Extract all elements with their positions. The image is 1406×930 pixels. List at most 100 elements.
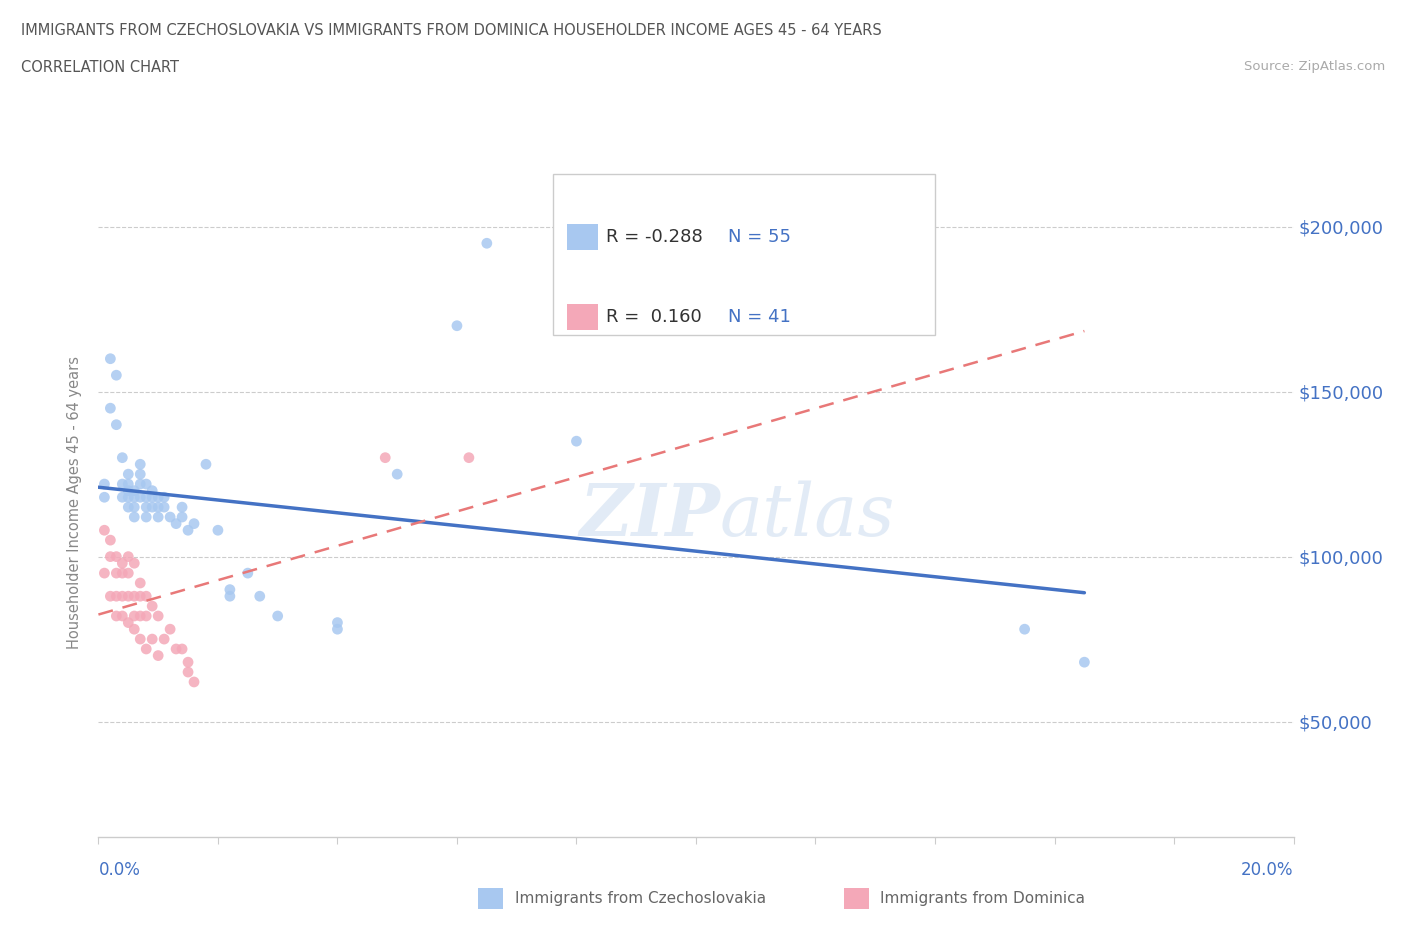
Text: ZIP: ZIP	[579, 480, 720, 551]
Point	[148, 490, 170, 505]
Point	[219, 589, 242, 604]
Point	[135, 499, 157, 514]
Point	[565, 433, 588, 448]
Point	[124, 589, 146, 604]
Point	[183, 674, 205, 689]
Point	[172, 642, 194, 657]
Point	[93, 523, 115, 538]
Point	[236, 565, 259, 580]
Point	[135, 490, 157, 505]
Point	[124, 490, 146, 505]
Point	[135, 608, 157, 623]
Point	[105, 589, 128, 604]
Y-axis label: Householder Income Ages 45 - 64 years: Householder Income Ages 45 - 64 years	[67, 355, 83, 649]
Point	[195, 457, 218, 472]
Text: N = 55: N = 55	[728, 228, 792, 246]
Point	[100, 550, 122, 565]
Point	[117, 550, 139, 565]
Point	[172, 499, 194, 514]
Point	[446, 318, 468, 333]
Point	[148, 499, 170, 514]
Point	[135, 589, 157, 604]
Point	[159, 510, 181, 525]
Point	[141, 499, 163, 514]
Point	[141, 631, 163, 646]
Point	[177, 665, 200, 680]
Point	[105, 418, 128, 432]
Point	[117, 484, 139, 498]
Point	[93, 476, 115, 491]
Point	[183, 516, 205, 531]
Text: IMMIGRANTS FROM CZECHOSLOVAKIA VS IMMIGRANTS FROM DOMINICA HOUSEHOLDER INCOME AG: IMMIGRANTS FROM CZECHOSLOVAKIA VS IMMIGR…	[21, 23, 882, 38]
Point	[124, 622, 146, 637]
Point	[129, 631, 152, 646]
Point	[177, 523, 200, 538]
Text: CORRELATION CHART: CORRELATION CHART	[21, 60, 179, 75]
Point	[111, 476, 134, 491]
Point	[111, 608, 134, 623]
Point	[385, 467, 409, 482]
Point	[165, 642, 187, 657]
Text: atlas: atlas	[720, 480, 896, 551]
Text: R = -0.288: R = -0.288	[606, 228, 703, 246]
Point	[111, 490, 134, 505]
Point	[111, 556, 134, 571]
Point	[148, 648, 170, 663]
Point	[267, 608, 290, 623]
Point	[249, 589, 271, 604]
Point	[153, 499, 176, 514]
Text: 20.0%: 20.0%	[1241, 860, 1294, 879]
Text: 0.0%: 0.0%	[98, 860, 141, 879]
Text: Source: ZipAtlas.com: Source: ZipAtlas.com	[1244, 60, 1385, 73]
Point	[129, 490, 152, 505]
Point	[165, 516, 187, 531]
Point	[117, 615, 139, 630]
Point	[117, 467, 139, 482]
Text: R =  0.160: R = 0.160	[606, 308, 702, 326]
Text: N = 41: N = 41	[728, 308, 792, 326]
Point	[326, 622, 349, 637]
Point	[458, 450, 481, 465]
Point	[326, 615, 349, 630]
Point	[141, 484, 163, 498]
Point	[100, 401, 122, 416]
Point	[475, 236, 498, 251]
Point	[93, 565, 115, 580]
Point	[100, 589, 122, 604]
Point	[124, 484, 146, 498]
Point	[135, 476, 157, 491]
Point	[124, 510, 146, 525]
Point	[129, 576, 152, 591]
Point	[207, 523, 229, 538]
Point	[153, 631, 176, 646]
Point	[100, 533, 122, 548]
Point	[111, 450, 134, 465]
Point	[111, 589, 134, 604]
Point	[141, 599, 163, 614]
Point	[100, 352, 122, 366]
Point	[177, 655, 200, 670]
Text: Immigrants from Czechoslovakia: Immigrants from Czechoslovakia	[515, 891, 766, 906]
Point	[124, 608, 146, 623]
Point	[124, 499, 146, 514]
Point	[111, 565, 134, 580]
Point	[148, 510, 170, 525]
Point	[159, 622, 181, 637]
Point	[148, 608, 170, 623]
Point	[117, 490, 139, 505]
Point	[129, 476, 152, 491]
Point	[1073, 655, 1095, 670]
Point	[117, 499, 139, 514]
Point	[135, 642, 157, 657]
Point	[374, 450, 396, 465]
Point	[135, 510, 157, 525]
Point	[117, 589, 139, 604]
Point	[124, 556, 146, 571]
Point	[153, 490, 176, 505]
Point	[129, 589, 152, 604]
Point	[117, 565, 139, 580]
Point	[105, 565, 128, 580]
Point	[1014, 622, 1036, 637]
Point	[105, 550, 128, 565]
Point	[129, 608, 152, 623]
